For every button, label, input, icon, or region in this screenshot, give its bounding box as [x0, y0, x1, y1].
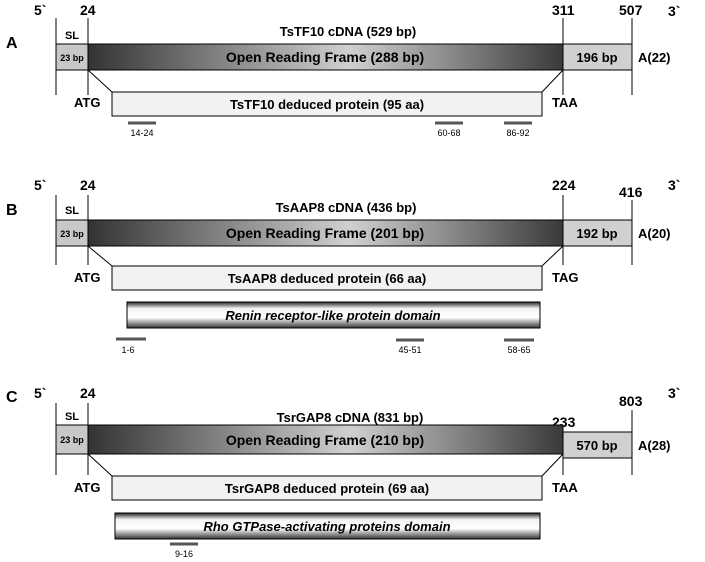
marker-label: 9-16 — [175, 549, 193, 559]
cdna-title: TsAAP8 cDNA (436 bp) — [276, 200, 417, 215]
connector-left — [87, 453, 113, 477]
protein-box — [111, 265, 543, 291]
marker-label: 45-51 — [398, 345, 421, 355]
stop-codon: TAA — [552, 95, 578, 110]
connector-left — [87, 69, 113, 93]
protein-label: TsTF10 deduced protein (95 aa) — [230, 97, 424, 112]
marker-label: 14-24 — [130, 128, 153, 138]
total-length-position: 507 — [619, 2, 643, 18]
panel-b: B 5` 3` 24 224 416 TsAAP8 cDNA (436 bp) … — [6, 177, 680, 355]
start-codon: ATG — [74, 270, 100, 285]
protein-domain-label: Renin receptor-like protein domain — [225, 308, 440, 323]
orf-box — [87, 424, 564, 455]
orf-box — [87, 43, 564, 71]
utr5-label: 23 bp — [60, 53, 84, 63]
utr3-box — [562, 431, 633, 459]
total-length-position: 803 — [619, 393, 643, 409]
utr5-box — [55, 424, 89, 455]
utr5-label: 23 bp — [60, 435, 84, 445]
cdna-title: TsTF10 cDNA (529 bp) — [280, 24, 417, 39]
orf-start-position: 24 — [80, 2, 96, 18]
protein-label: TsAAP8 deduced protein (66 aa) — [228, 271, 426, 286]
utr5-label: 23 bp — [60, 229, 84, 239]
connector-right — [541, 69, 564, 93]
orf-start-position: 24 — [80, 177, 96, 193]
orf-label: Open Reading Frame (288 bp) — [226, 49, 424, 65]
sl-label: SL — [65, 411, 79, 423]
utr3-label: 570 bp — [576, 438, 617, 453]
orf-end-position: 311 — [552, 2, 575, 18]
utr3-label: 192 bp — [576, 226, 617, 241]
stop-codon: TAA — [552, 480, 578, 495]
panel-letter: A — [6, 35, 18, 52]
utr5-box — [55, 219, 89, 247]
utr3-box — [562, 43, 633, 71]
panel-letter: C — [6, 389, 18, 406]
five-prime-label: 5` — [34, 177, 46, 193]
five-prime-label: 5` — [34, 385, 46, 401]
protein-box — [111, 91, 543, 117]
start-codon: ATG — [74, 480, 100, 495]
protein-domain-bar — [114, 512, 541, 540]
orf-label: Open Reading Frame (210 bp) — [226, 432, 424, 448]
three-prime-label: 3` — [668, 3, 680, 19]
marker-label: 60-68 — [437, 128, 460, 138]
three-prime-label: 3` — [668, 177, 680, 193]
orf-label: Open Reading Frame (201 bp) — [226, 225, 424, 241]
panel-letter: B — [6, 202, 18, 219]
protein-domain-bar — [126, 301, 541, 329]
orf-end-position: 224 — [552, 177, 576, 193]
connector-left — [87, 245, 113, 267]
orf-start-position: 24 — [80, 385, 96, 401]
sl-label: SL — [65, 30, 79, 42]
polya-label: A(20) — [638, 226, 671, 241]
protein-box — [111, 475, 543, 501]
cdna-title: TsrGAP8 cDNA (831 bp) — [277, 410, 424, 425]
utr3-label: 196 bp — [576, 50, 617, 65]
panel-a: A 5` 3` 24 311 507 TsTF10 cDNA (529 bp) … — [6, 2, 680, 138]
sl-label: SL — [65, 205, 79, 217]
polya-label: A(28) — [638, 438, 671, 453]
start-codon: ATG — [74, 95, 100, 110]
polya-label: A(22) — [638, 50, 671, 65]
marker-label: 58-65 — [507, 345, 530, 355]
utr5-box — [55, 43, 89, 71]
three-prime-label: 3` — [668, 385, 680, 401]
protein-label: TsrGAP8 deduced protein (69 aa) — [225, 481, 429, 496]
connector-right — [541, 453, 564, 477]
orf-box — [87, 219, 564, 247]
panel-c: C 5` 3` 24 233 803 TsrGAP8 cDNA (831 bp)… — [6, 385, 680, 559]
marker-label: 86-92 — [506, 128, 529, 138]
stop-codon: TAG — [552, 270, 578, 285]
connector-right — [541, 245, 564, 267]
total-length-position: 416 — [619, 184, 643, 200]
five-prime-label: 5` — [34, 2, 46, 18]
utr3-box — [562, 219, 633, 247]
marker-label: 1-6 — [121, 345, 134, 355]
protein-domain-label: Rho GTPase-activating proteins domain — [203, 519, 450, 534]
